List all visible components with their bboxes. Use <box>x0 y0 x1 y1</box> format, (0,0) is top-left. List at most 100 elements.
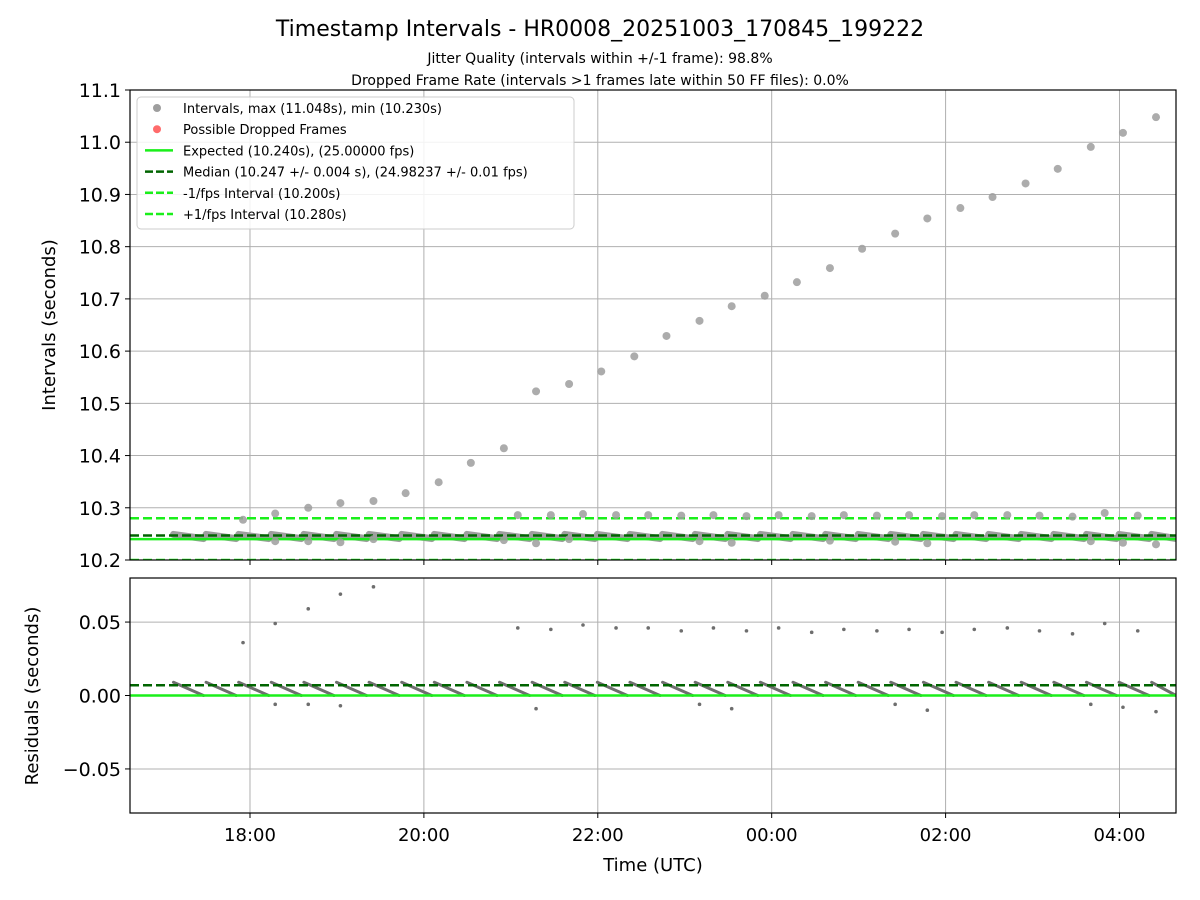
interval-outlier-point <box>271 509 280 518</box>
bottom-ytick-label: 0.05 <box>79 612 121 634</box>
residual-point <box>549 627 553 632</box>
interval-point <box>938 512 947 521</box>
bottom-xtick-label: 20:00 <box>398 825 450 846</box>
residual-point-cluster <box>367 680 401 697</box>
residual-point <box>273 621 278 626</box>
interval-point <box>742 512 751 521</box>
residual-point <box>679 629 684 633</box>
top-ytick-label: 10.5 <box>79 393 121 415</box>
interval-outlier-point <box>401 489 410 498</box>
interval-outlier-point <box>988 193 997 202</box>
residual-point <box>940 630 944 635</box>
interval-point <box>825 536 834 545</box>
jitter-subtitle: Jitter Quality (intervals within +/-1 fr… <box>426 51 772 67</box>
residual-point <box>875 629 879 633</box>
top-ytick-label: 11.0 <box>79 132 121 154</box>
residual-point <box>306 607 311 611</box>
residual-point <box>273 702 278 707</box>
legend-marker-intervals <box>153 104 161 112</box>
interval-outlier-point <box>1086 142 1095 151</box>
residual-point <box>697 702 702 707</box>
bottom-plot-area <box>130 585 1176 714</box>
interval-point <box>807 512 816 521</box>
residual-point <box>972 627 977 632</box>
interval-outlier-point <box>565 380 574 389</box>
x-axis-label: Time (UTC) <box>602 855 703 876</box>
residual-point <box>1154 709 1158 714</box>
interval-outlier-point <box>239 515 248 524</box>
residual-point <box>646 626 651 630</box>
interval-point <box>709 511 718 520</box>
top-ytick-label: 10.7 <box>79 289 121 311</box>
interval-point <box>1068 512 1077 521</box>
interval-point <box>774 511 783 520</box>
top-ytick-label: 11.1 <box>79 80 121 102</box>
dropped-subtitle: Dropped Frame Rate (intervals >1 frames … <box>351 73 849 89</box>
interval-point <box>891 537 900 546</box>
residual-point <box>338 703 343 708</box>
top-plot-area <box>130 113 1176 560</box>
interval-outlier-point <box>466 458 475 467</box>
residual-band <box>171 680 1176 697</box>
interval-point <box>532 539 541 548</box>
interval-outlier-point <box>304 503 313 512</box>
residual-point <box>809 630 814 635</box>
interval-point <box>579 510 588 519</box>
interval-outlier-point <box>630 352 639 361</box>
residual-point <box>842 627 846 632</box>
interval-point <box>923 539 932 548</box>
legend-label: -1/fps Interval (10.200s) <box>183 187 340 202</box>
legend-label: Expected (10.240s), (25.00000 fps) <box>183 144 414 159</box>
interval-outlier-point <box>499 444 508 453</box>
residual-point <box>338 592 343 596</box>
interval-point <box>513 511 522 520</box>
top-axes-frame <box>129 89 1177 561</box>
interval-point <box>695 537 704 546</box>
interval-point <box>905 511 914 520</box>
interval-point <box>727 538 736 547</box>
interval-outlier-point <box>1021 179 1030 188</box>
residual-point <box>515 626 520 630</box>
chart-title: Timestamp Intervals - HR0008_20251003_17… <box>275 17 924 42</box>
residual-point <box>1005 626 1010 630</box>
bottom-ytick-label: 0.00 <box>79 686 121 708</box>
interval-outlier-point <box>956 204 965 213</box>
interval-outlier-point <box>1118 128 1127 137</box>
interval-outlier-point <box>923 214 932 223</box>
interval-point <box>336 538 345 547</box>
residual-point <box>1121 705 1125 710</box>
top-ytick-label: 10.4 <box>79 446 121 468</box>
interval-outlier-point <box>434 478 443 487</box>
interval-point <box>970 511 979 520</box>
legend-label: +1/fps Interval (10.280s) <box>183 208 347 223</box>
interval-point <box>271 537 280 546</box>
residual-point-cluster <box>954 680 988 697</box>
residual-point-cluster <box>171 680 205 697</box>
interval-point <box>644 511 653 520</box>
top-ytick-label: 10.6 <box>79 341 121 363</box>
residual-point <box>534 706 538 711</box>
interval-outlier-point <box>532 387 541 396</box>
interval-outlier-point <box>336 499 345 508</box>
interval-outlier-point <box>760 291 769 300</box>
bottom-xtick-label: 00:00 <box>746 825 798 846</box>
interval-outlier-point <box>1152 113 1161 122</box>
legend-marker-dropped <box>153 125 161 134</box>
interval-point <box>612 511 621 520</box>
top-ytick-label: 10.9 <box>79 184 121 206</box>
residual-point-cluster <box>498 680 532 697</box>
legend-label: Possible Dropped Frames <box>183 123 347 138</box>
interval-outlier-point <box>792 278 801 287</box>
residual-point <box>306 702 311 707</box>
residual-point <box>1102 621 1107 626</box>
interval-outlier-point <box>662 331 671 340</box>
interval-point <box>1003 511 1012 520</box>
residual-point <box>241 640 245 645</box>
residual-point <box>893 702 897 707</box>
residual-point-cluster <box>432 680 466 697</box>
residual-point <box>1135 629 1140 633</box>
interval-point <box>546 511 555 520</box>
legend: Intervals, max (11.048s), min (10.230s) P… <box>136 96 575 230</box>
interval-outlier-point <box>891 229 900 238</box>
legend-box <box>136 96 575 230</box>
